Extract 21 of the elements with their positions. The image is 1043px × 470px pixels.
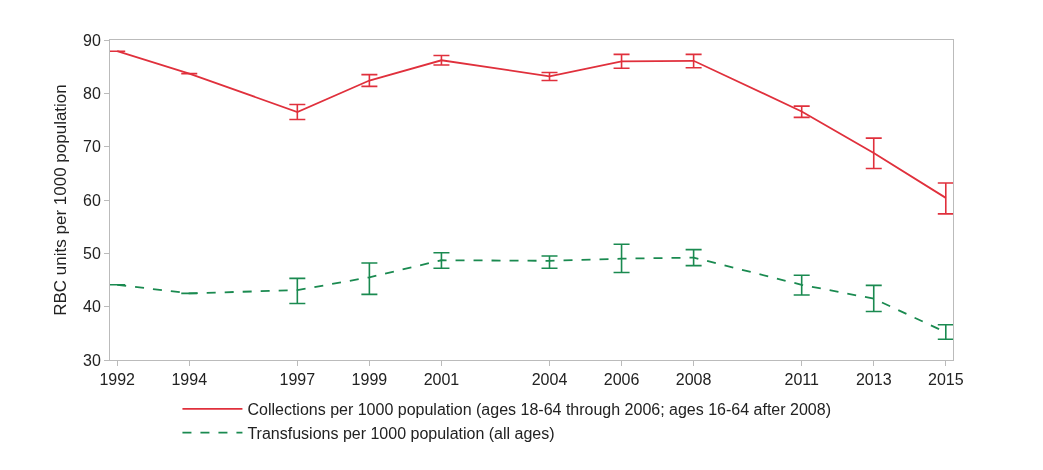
x-tick-label: 2011 xyxy=(784,371,819,389)
x-tick-label: 2013 xyxy=(855,371,892,389)
x-tick-label: 1997 xyxy=(279,371,316,389)
x-tick-label: 1992 xyxy=(99,371,136,389)
y-tick-label: 80 xyxy=(83,84,101,102)
legend-label: Collections per 1000 population (ages 18-64 through 2006; ages 16-64 after 2008) xyxy=(247,401,831,419)
x-tick-label: 2008 xyxy=(675,371,712,389)
y-tick-label: 90 xyxy=(83,31,101,49)
x-tick-label: 2015 xyxy=(927,371,964,389)
y-axis-title: RBC units per 1000 population xyxy=(51,84,70,316)
x-tick-label: 1994 xyxy=(171,371,208,389)
x-tick-label: 1999 xyxy=(351,371,388,389)
y-tick-label: 50 xyxy=(83,244,101,262)
y-tick-label: 70 xyxy=(83,138,101,156)
x-tick-label: 2004 xyxy=(531,371,568,389)
x-tick-label: 2001 xyxy=(423,371,460,389)
y-tick-label: 60 xyxy=(83,191,101,209)
legend-label: Transfusions per 1000 population (all ages) xyxy=(247,424,555,442)
y-tick-label: 30 xyxy=(83,351,101,369)
x-tick-label: 2006 xyxy=(603,371,640,389)
y-tick-label: 40 xyxy=(83,298,101,316)
